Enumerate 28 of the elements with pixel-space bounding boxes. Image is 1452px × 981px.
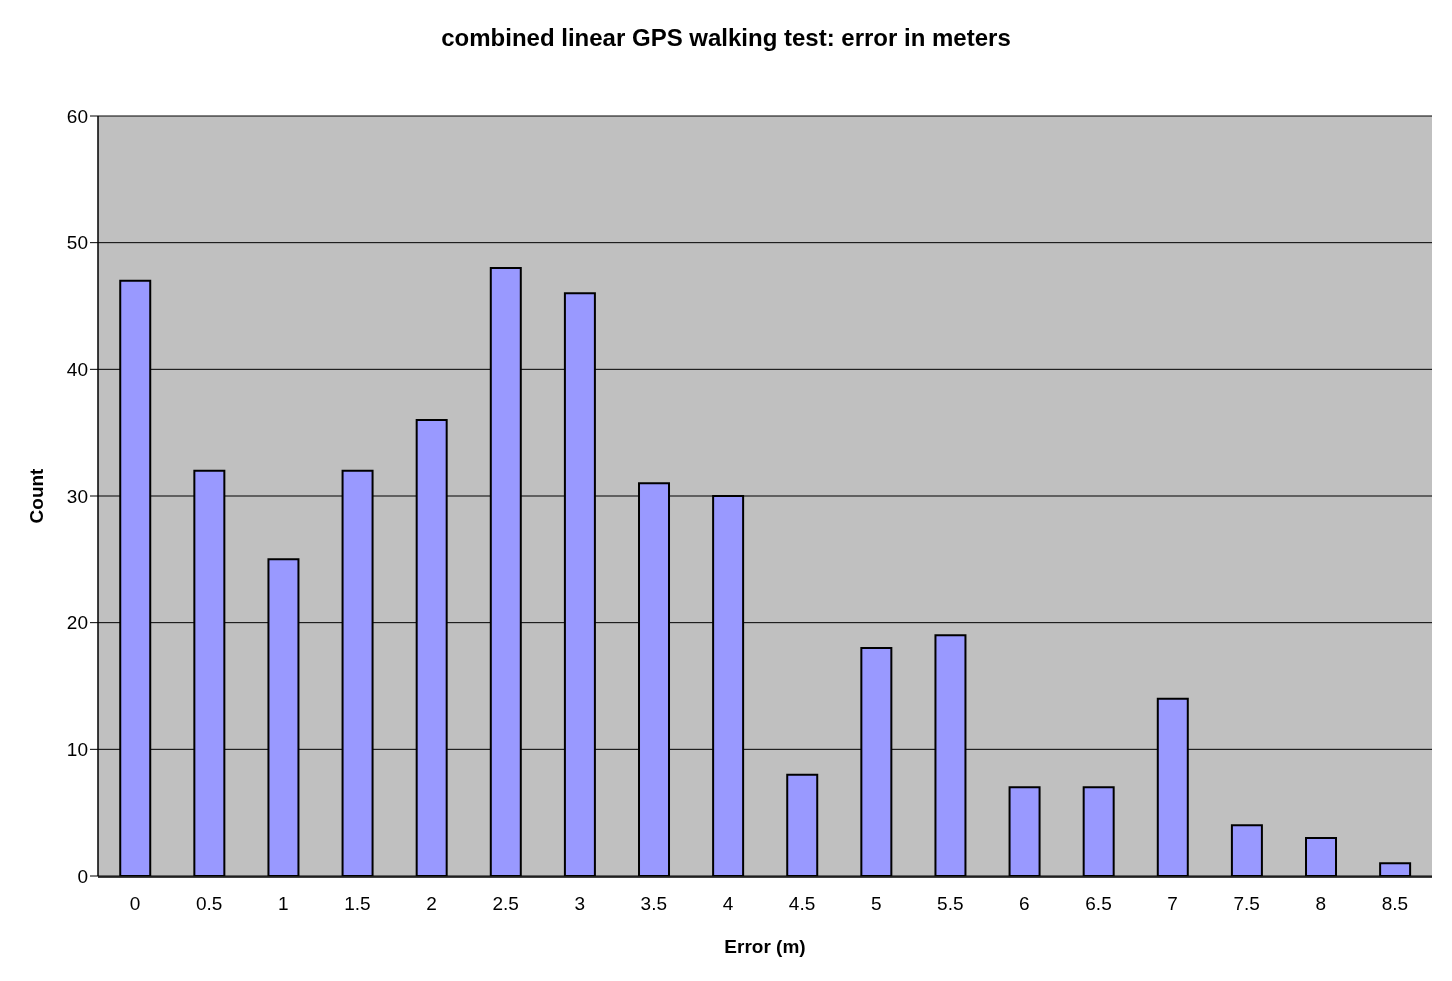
x-tick-label: 2.5 [492, 893, 519, 915]
y-axis-title: Count [25, 467, 47, 524]
x-tick-label: 5 [870, 893, 882, 915]
x-tick-label: 0 [129, 893, 141, 915]
x-tick-label: 6.5 [1085, 893, 1112, 915]
x-tick-label: 7 [1167, 893, 1178, 915]
x-tick-label: 5.5 [937, 893, 964, 915]
y-tick-label: 10 [66, 739, 88, 761]
x-tick-label: 8.5 [1381, 893, 1409, 915]
y-tick-label: 0 [77, 865, 88, 887]
x-tick-label: 3.5 [640, 893, 668, 915]
y-tick-label: 60 [66, 105, 88, 127]
x-tick-label: 2 [426, 893, 437, 915]
x-tick-label: 7.5 [1233, 893, 1260, 915]
x-tick-label: 4.5 [788, 893, 816, 915]
x-tick-label: 4 [722, 893, 734, 915]
x-axis-title: Error (m) [724, 936, 806, 957]
y-tick-label: 30 [66, 485, 88, 507]
y-tick-label: 50 [66, 232, 88, 254]
x-tick-label: 8 [1315, 893, 1327, 915]
x-tick-label: 1.5 [344, 893, 371, 915]
x-tick-label: 6 [1019, 893, 1030, 915]
y-tick-label: 20 [66, 612, 88, 634]
x-tick-label: 1 [277, 893, 289, 915]
y-tick-label: 40 [66, 359, 88, 381]
x-tick-label: 3 [574, 893, 586, 915]
x-tick-label: 0.5 [195, 893, 223, 915]
chart-title: combined linear GPS walking test: error in meters [440, 24, 1012, 52]
